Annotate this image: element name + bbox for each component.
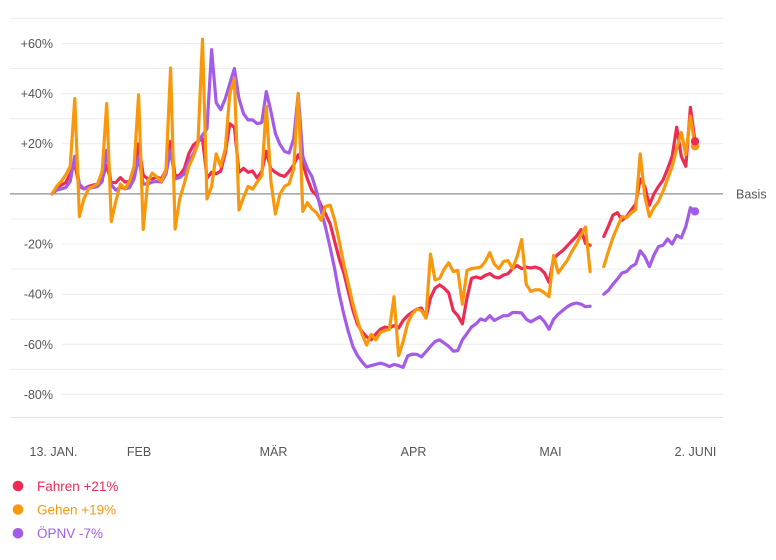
svg-text:MÄR: MÄR <box>260 445 288 459</box>
svg-text:ÖPNV -7%: ÖPNV -7% <box>37 526 103 541</box>
svg-text:FEB: FEB <box>127 445 151 459</box>
svg-text:APR: APR <box>401 445 427 459</box>
svg-text:+20%: +20% <box>21 137 53 151</box>
svg-text:Gehen +19%: Gehen +19% <box>37 502 116 517</box>
svg-text:+40%: +40% <box>21 87 53 101</box>
svg-text:MAI: MAI <box>539 445 561 459</box>
svg-text:Basis: Basis <box>736 187 767 201</box>
svg-text:-60%: -60% <box>24 338 53 352</box>
svg-text:Fahren +21%: Fahren +21% <box>37 479 118 494</box>
svg-text:13. JAN.: 13. JAN. <box>30 445 78 459</box>
svg-text:2. JUNI: 2. JUNI <box>675 445 717 459</box>
svg-text:+60%: +60% <box>21 37 53 51</box>
svg-text:-80%: -80% <box>24 388 53 402</box>
svg-text:-40%: -40% <box>24 288 53 302</box>
svg-text:-20%: -20% <box>24 238 53 252</box>
